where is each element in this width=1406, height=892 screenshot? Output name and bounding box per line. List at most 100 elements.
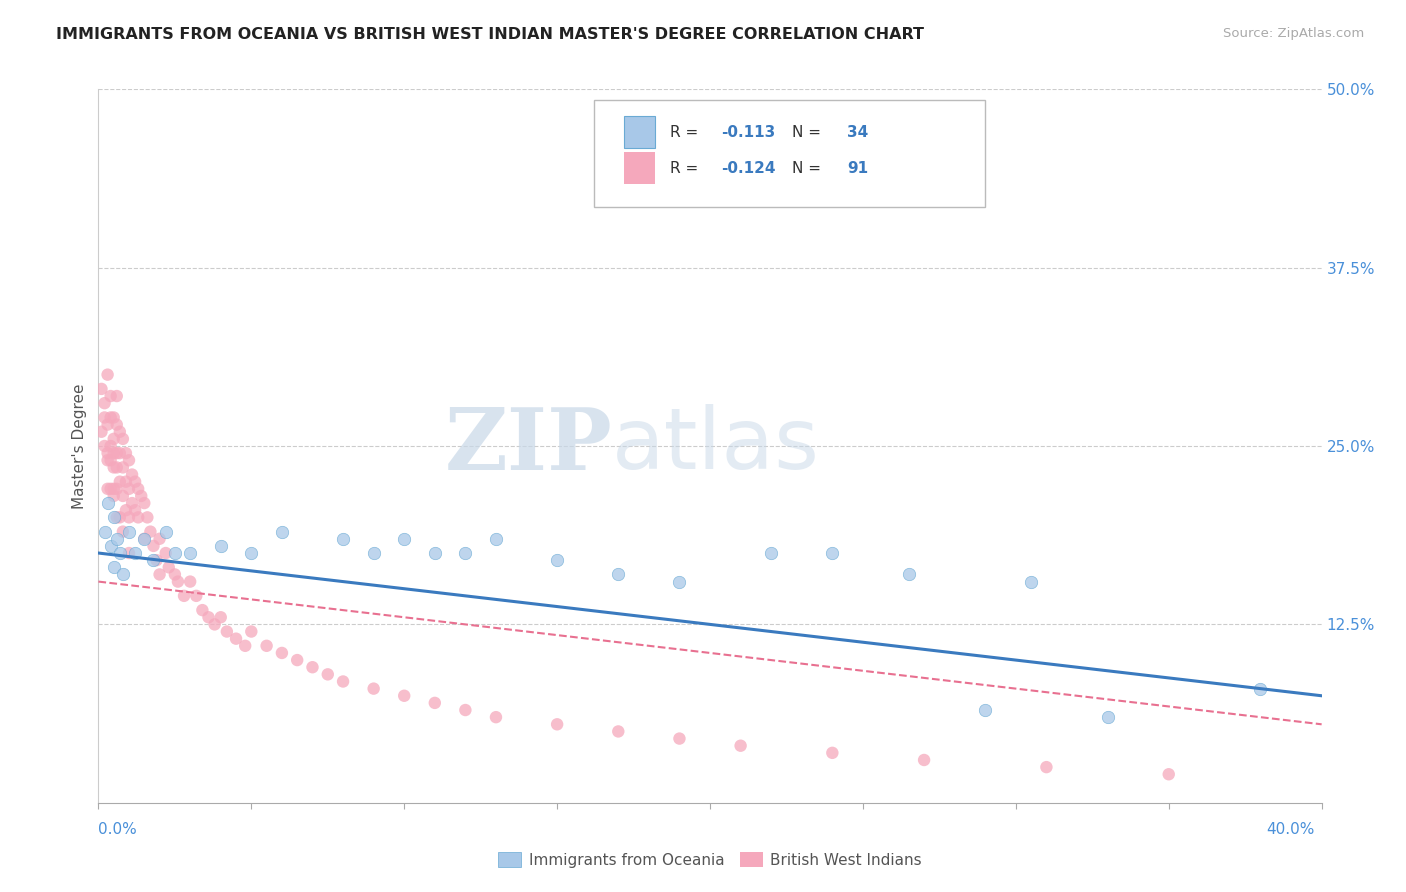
Point: [124, 503, 146, 517]
Point: [730, 739, 752, 753]
Text: IMMIGRANTS FROM OCEANIA VS BRITISH WEST INDIAN MASTER'S DEGREE CORRELATION CHART: IMMIGRANTS FROM OCEANIA VS BRITISH WEST …: [56, 27, 924, 42]
Point: [111, 460, 134, 475]
Point: [149, 532, 172, 546]
Text: R =: R =: [669, 161, 703, 176]
Point: [155, 524, 177, 539]
Text: N =: N =: [792, 161, 825, 176]
Point: [392, 532, 416, 546]
Point: [270, 524, 292, 539]
Text: N =: N =: [792, 125, 825, 140]
Point: [103, 489, 125, 503]
Point: [454, 703, 477, 717]
Point: [124, 475, 146, 489]
Point: [1249, 681, 1271, 696]
Text: Source: ZipAtlas.com: Source: ZipAtlas.com: [1223, 27, 1364, 40]
Point: [897, 567, 920, 582]
Point: [142, 539, 165, 553]
Point: [90, 425, 112, 439]
Point: [115, 503, 138, 517]
Point: [546, 717, 568, 731]
Point: [136, 510, 159, 524]
Point: [149, 567, 172, 582]
Point: [204, 617, 226, 632]
Point: [179, 574, 201, 589]
Text: 34: 34: [846, 125, 869, 140]
Text: -0.124: -0.124: [721, 161, 776, 176]
Point: [392, 689, 416, 703]
Point: [363, 546, 385, 560]
Point: [105, 482, 128, 496]
Point: [103, 432, 125, 446]
Point: [423, 546, 446, 560]
Point: [105, 510, 128, 524]
Point: [103, 482, 125, 496]
Point: [108, 510, 131, 524]
Point: [100, 410, 122, 425]
Point: [1097, 710, 1119, 724]
FancyBboxPatch shape: [624, 152, 655, 184]
Point: [668, 731, 690, 746]
Point: [285, 653, 308, 667]
Legend: Immigrants from Oceania, British West Indians: Immigrants from Oceania, British West In…: [492, 846, 928, 873]
Y-axis label: Master's Degree: Master's Degree: [72, 384, 87, 508]
Point: [134, 532, 156, 546]
Point: [118, 510, 141, 524]
Text: 91: 91: [846, 161, 868, 176]
Point: [1157, 767, 1180, 781]
Point: [173, 589, 195, 603]
Point: [134, 496, 156, 510]
Point: [145, 553, 167, 567]
Point: [97, 453, 120, 467]
Point: [118, 482, 141, 496]
Point: [115, 475, 138, 489]
Point: [1035, 760, 1057, 774]
Point: [97, 446, 120, 460]
Point: [93, 410, 115, 425]
Point: [111, 567, 134, 582]
Point: [668, 574, 690, 589]
Text: 0.0%: 0.0%: [98, 822, 138, 837]
Point: [332, 532, 354, 546]
Text: atlas: atlas: [612, 404, 820, 488]
Point: [186, 589, 208, 603]
Point: [454, 546, 477, 560]
Point: [157, 560, 180, 574]
Point: [103, 410, 125, 425]
Point: [100, 482, 122, 496]
Point: [821, 546, 844, 560]
FancyBboxPatch shape: [593, 100, 986, 207]
Point: [1019, 574, 1042, 589]
Point: [256, 639, 278, 653]
Text: ZIP: ZIP: [444, 404, 612, 488]
Point: [546, 553, 568, 567]
Point: [301, 660, 323, 674]
Point: [97, 496, 120, 510]
FancyBboxPatch shape: [624, 116, 655, 148]
Point: [163, 546, 186, 560]
Point: [423, 696, 446, 710]
Point: [240, 546, 263, 560]
Point: [155, 546, 177, 560]
Point: [129, 489, 152, 503]
Point: [240, 624, 263, 639]
Point: [103, 460, 125, 475]
Point: [93, 396, 115, 410]
Point: [167, 574, 190, 589]
Point: [332, 674, 354, 689]
Point: [93, 524, 115, 539]
Point: [759, 546, 782, 560]
Point: [105, 532, 128, 546]
Point: [209, 610, 232, 624]
Point: [225, 632, 247, 646]
Point: [108, 546, 131, 560]
Point: [485, 710, 508, 724]
Point: [191, 603, 214, 617]
Point: [121, 467, 143, 482]
Point: [316, 667, 339, 681]
Point: [118, 546, 141, 560]
Point: [363, 681, 385, 696]
Point: [912, 753, 935, 767]
Point: [108, 425, 131, 439]
Point: [111, 524, 134, 539]
Point: [90, 382, 112, 396]
